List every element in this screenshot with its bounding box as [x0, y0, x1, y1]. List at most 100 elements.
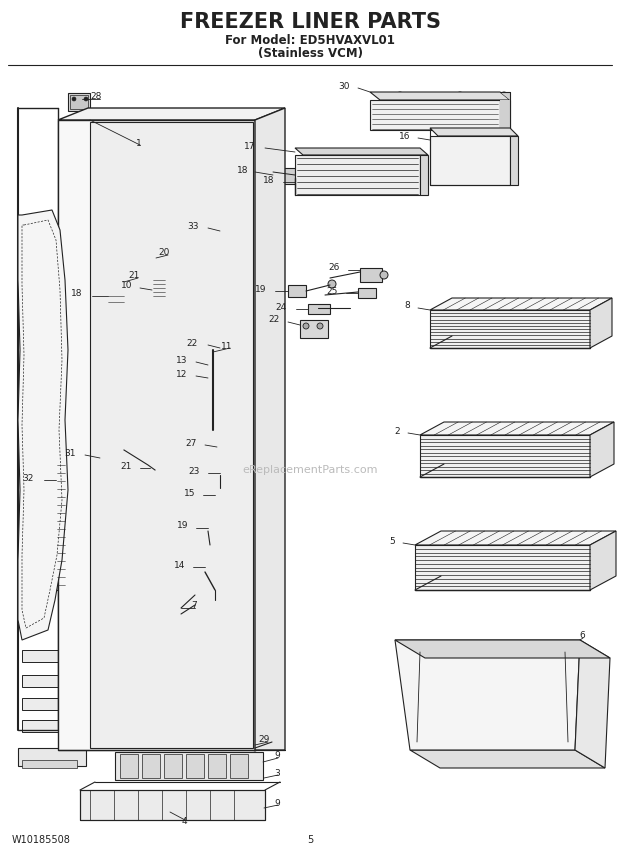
Text: (Stainless VCM): (Stainless VCM)	[257, 46, 363, 60]
Polygon shape	[590, 422, 614, 477]
Polygon shape	[18, 210, 68, 640]
Text: 10: 10	[120, 282, 132, 290]
Bar	[22, 650, 84, 662]
Text: For Model: ED5HVAXVL01: For Model: ED5HVAXVL01	[225, 33, 395, 46]
Bar	[80, 790, 265, 820]
Circle shape	[155, 469, 161, 475]
Bar	[115, 752, 263, 780]
Polygon shape	[415, 545, 590, 590]
Text: 5: 5	[389, 537, 395, 545]
Polygon shape	[510, 136, 518, 185]
Bar	[18, 748, 86, 766]
Circle shape	[225, 350, 231, 356]
Polygon shape	[590, 531, 616, 590]
Bar	[215, 490, 227, 500]
Bar	[208, 754, 226, 778]
Circle shape	[317, 323, 323, 329]
Polygon shape	[500, 100, 510, 130]
Text: 9: 9	[274, 799, 280, 807]
Polygon shape	[420, 155, 428, 195]
Polygon shape	[430, 310, 590, 348]
Polygon shape	[430, 136, 510, 185]
Text: 9: 9	[274, 752, 280, 760]
Bar	[308, 304, 330, 314]
Bar	[220, 230, 238, 248]
Circle shape	[225, 362, 231, 368]
Circle shape	[303, 323, 309, 329]
Bar	[108, 290, 124, 312]
Text: 14: 14	[174, 561, 185, 569]
Bar	[120, 754, 138, 778]
Text: 17: 17	[244, 141, 255, 151]
Text: 12: 12	[175, 370, 187, 378]
Bar	[186, 754, 204, 778]
Polygon shape	[58, 108, 285, 120]
Polygon shape	[255, 108, 285, 750]
Text: 4: 4	[182, 817, 187, 827]
Bar	[22, 720, 84, 732]
Polygon shape	[295, 148, 428, 155]
Polygon shape	[370, 92, 510, 100]
Circle shape	[100, 438, 124, 462]
Bar	[288, 285, 306, 297]
Text: 19: 19	[254, 284, 266, 294]
Text: 29: 29	[259, 735, 270, 745]
Text: 7: 7	[191, 602, 197, 610]
Bar	[208, 376, 218, 384]
Bar	[22, 698, 84, 710]
Bar	[358, 288, 376, 298]
Polygon shape	[395, 640, 610, 658]
Text: 19: 19	[177, 521, 188, 531]
Polygon shape	[395, 640, 580, 750]
Polygon shape	[575, 640, 610, 768]
Text: 18: 18	[236, 165, 248, 175]
Text: 20: 20	[159, 247, 170, 257]
Text: 33: 33	[187, 222, 199, 230]
Bar	[103, 600, 181, 622]
Circle shape	[500, 116, 508, 124]
Bar	[56, 460, 66, 590]
Circle shape	[198, 558, 212, 572]
Circle shape	[252, 745, 258, 751]
Text: 21: 21	[128, 271, 140, 281]
Text: 24: 24	[276, 302, 287, 312]
Text: 3: 3	[274, 769, 280, 777]
Text: 8: 8	[404, 301, 410, 311]
Bar	[208, 416, 218, 424]
Bar	[217, 440, 231, 454]
Bar	[273, 168, 295, 184]
Text: 18: 18	[262, 175, 274, 185]
Polygon shape	[430, 128, 518, 136]
Circle shape	[396, 92, 404, 100]
Text: 31: 31	[64, 449, 76, 457]
Text: 5: 5	[307, 835, 313, 845]
Circle shape	[115, 275, 121, 281]
Circle shape	[112, 272, 124, 284]
Text: 15: 15	[184, 489, 195, 497]
Bar	[208, 356, 218, 364]
Text: 22: 22	[187, 338, 198, 348]
Polygon shape	[410, 750, 605, 768]
Polygon shape	[430, 298, 612, 310]
Bar	[70, 95, 88, 109]
Bar	[152, 278, 166, 302]
Polygon shape	[58, 120, 255, 750]
Circle shape	[500, 92, 508, 100]
Text: 11: 11	[221, 342, 232, 350]
Text: 23: 23	[188, 467, 200, 475]
Text: 18: 18	[71, 289, 82, 299]
Polygon shape	[415, 531, 616, 545]
Polygon shape	[90, 122, 253, 748]
Circle shape	[84, 97, 88, 101]
Circle shape	[105, 443, 119, 457]
Circle shape	[143, 250, 153, 260]
Bar	[220, 345, 250, 380]
Bar	[222, 347, 248, 378]
Text: 21: 21	[121, 461, 132, 471]
Text: W10185508: W10185508	[12, 835, 71, 845]
Circle shape	[456, 92, 464, 100]
Text: 27: 27	[185, 438, 197, 448]
Bar	[208, 396, 218, 404]
Circle shape	[215, 465, 225, 475]
Text: 22: 22	[268, 316, 280, 324]
